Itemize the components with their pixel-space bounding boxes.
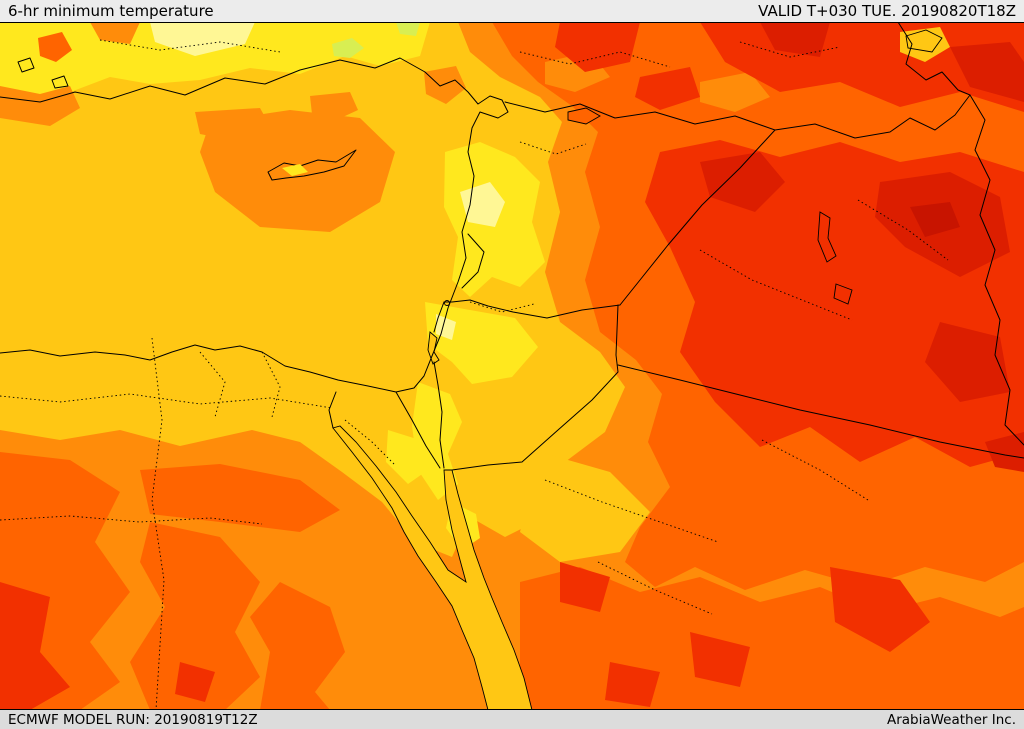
water-bodies [332,29,943,710]
credit-label: ArabiaWeather Inc. [886,711,1016,728]
model-run-label: ECMWF MODEL RUN: 20190819T12Z [8,711,258,728]
page-title: 6-hr minimum temperature [8,2,214,20]
admin-boundaries [0,39,949,710]
country-borders [328,22,1024,471]
footer-bar: ECMWF MODEL RUN: 20190819T12Z ArabiaWeat… [0,709,1024,729]
lake-van [905,29,943,53]
lake-assad [567,107,601,125]
valid-time-label: VALID T+030 TUE. 20190820T18Z [758,2,1016,20]
coastline [0,57,509,393]
temperature-map-canvas [0,22,1024,710]
lake-razzaza [833,283,853,305]
island [51,75,69,89]
red-sea [332,425,533,710]
dead-sea [427,331,440,365]
temperature-field [0,22,1024,710]
weather-map [0,22,1024,710]
island [17,57,35,73]
lake-tharthar [817,211,837,263]
header-bar: 6-hr minimum temperature VALID T+030 TUE… [0,0,1024,23]
